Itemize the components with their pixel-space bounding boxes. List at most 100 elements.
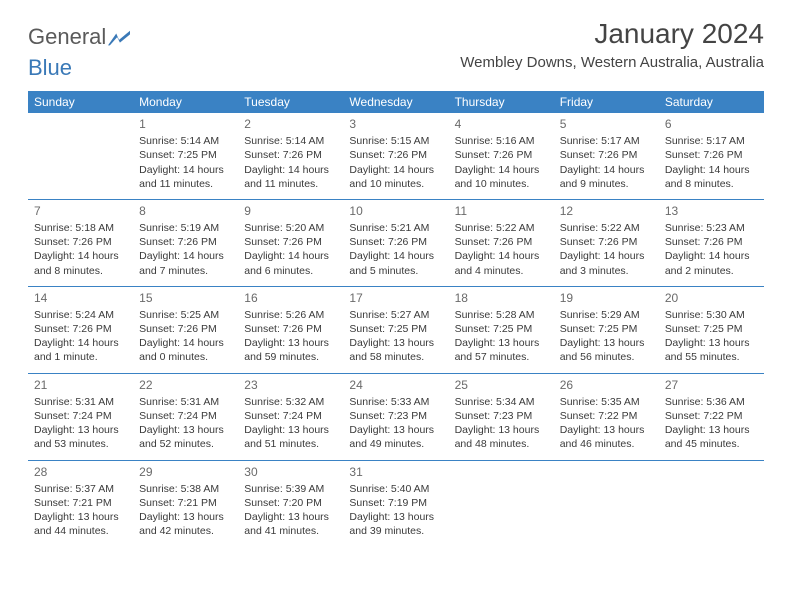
sunset-line: Sunset: 7:26 PM — [34, 235, 127, 249]
daylight-line: Daylight: 14 hours and 10 minutes. — [455, 163, 548, 191]
sunrise-line: Sunrise: 5:38 AM — [139, 482, 232, 496]
sunrise-line: Sunrise: 5:22 AM — [560, 221, 653, 235]
day-cell: 14 Sunrise: 5:24 AMSunset: 7:26 PMDayligh… — [28, 287, 133, 373]
sunset-line: Sunset: 7:26 PM — [349, 148, 442, 162]
daylight-line: Daylight: 14 hours and 8 minutes. — [665, 163, 758, 191]
sunrise-line: Sunrise: 5:36 AM — [665, 395, 758, 409]
daylight-line: Daylight: 14 hours and 1 minute. — [34, 336, 127, 364]
day-number: 20 — [665, 290, 758, 306]
day-cell: 10Sunrise: 5:21 AMSunset: 7:26 PMDayligh… — [343, 200, 448, 286]
day-cell: 23Sunrise: 5:32 AMSunset: 7:24 PMDayligh… — [238, 374, 343, 460]
day-number: 26 — [560, 377, 653, 393]
day-number: 3 — [349, 116, 442, 132]
day-number: 15 — [139, 290, 232, 306]
sunset-line: Sunset: 7:25 PM — [560, 322, 653, 336]
daylight-line: Daylight: 14 hours and 4 minutes. — [455, 249, 548, 277]
sunrise-line: Sunrise: 5:17 AM — [665, 134, 758, 148]
col-monday: Monday — [133, 91, 238, 113]
sunrise-line: Sunrise: 5:40 AM — [349, 482, 442, 496]
day-number: 2 — [244, 116, 337, 132]
daylight-line: Daylight: 14 hours and 3 minutes. — [560, 249, 653, 277]
day-number: 25 — [455, 377, 548, 393]
col-friday: Friday — [554, 91, 659, 113]
daylight-line: Daylight: 14 hours and 11 minutes. — [139, 163, 232, 191]
sunrise-line: Sunrise: 5:34 AM — [455, 395, 548, 409]
col-thursday: Thursday — [449, 91, 554, 113]
day-cell: 7Sunrise: 5:18 AMSunset: 7:26 PMDaylight… — [28, 200, 133, 286]
day-number: 17 — [349, 290, 442, 306]
day-cell: 6 Sunrise: 5:17 AMSunset: 7:26 PMDaylight… — [659, 113, 764, 199]
day-number: 19 — [560, 290, 653, 306]
sunset-line: Sunset: 7:26 PM — [665, 148, 758, 162]
day-cell: 21Sunrise: 5:31 AMSunset: 7:24 PMDayligh… — [28, 374, 133, 460]
sunset-line: Sunset: 7:26 PM — [560, 235, 653, 249]
day-number: 29 — [139, 464, 232, 480]
sunrise-line: Sunrise: 5:35 AM — [560, 395, 653, 409]
day-cell: 5Sunrise: 5:17 AMSunset: 7:26 PMDaylight… — [554, 113, 659, 199]
sunrise-line: Sunrise: 5:37 AM — [34, 482, 127, 496]
sunset-line: Sunset: 7:23 PM — [349, 409, 442, 423]
day-number: 22 — [139, 377, 232, 393]
day-cell: 18Sunrise: 5:28 AMSunset: 7:25 PMDayligh… — [449, 287, 554, 373]
sunrise-line: Sunrise: 5:14 AM — [244, 134, 337, 148]
day-number: 5 — [560, 116, 653, 132]
sunset-line: Sunset: 7:26 PM — [34, 322, 127, 336]
sunset-line: Sunset: 7:26 PM — [244, 148, 337, 162]
sunrise-line: Sunrise: 5:22 AM — [455, 221, 548, 235]
day-number: 21 — [34, 377, 127, 393]
daylight-line: Daylight: 14 hours and 2 minutes. — [665, 249, 758, 277]
sunrise-line: Sunrise: 5:39 AM — [244, 482, 337, 496]
sunset-line: Sunset: 7:24 PM — [34, 409, 127, 423]
daylight-line: Daylight: 14 hours and 8 minutes. — [34, 249, 127, 277]
sunset-line: Sunset: 7:26 PM — [560, 148, 653, 162]
day-cell: 9Sunrise: 5:20 AMSunset: 7:26 PMDaylight… — [238, 200, 343, 286]
week-row: 1Sunrise: 5:14 AMSunset: 7:25 PMDaylight… — [28, 113, 764, 200]
sunrise-line: Sunrise: 5:18 AM — [34, 221, 127, 235]
sunrise-line: Sunrise: 5:14 AM — [139, 134, 232, 148]
day-cell: 12Sunrise: 5:22 AMSunset: 7:26 PMDayligh… — [554, 200, 659, 286]
sunset-line: Sunset: 7:26 PM — [139, 235, 232, 249]
day-number: 6 — [665, 116, 758, 132]
col-saturday: Saturday — [659, 91, 764, 113]
daylight-line: Daylight: 14 hours and 7 minutes. — [139, 249, 232, 277]
sunrise-line: Sunrise: 5:33 AM — [349, 395, 442, 409]
sunrise-line: Sunrise: 5:24 AM — [34, 308, 127, 322]
daylight-line: Daylight: 14 hours and 0 minutes. — [139, 336, 232, 364]
title-block: January 2024 Wembley Downs, Western Aust… — [460, 18, 764, 71]
day-number: 16 — [244, 290, 337, 306]
day-cell: 30Sunrise: 5:39 AMSunset: 7:20 PMDayligh… — [238, 461, 343, 547]
daylight-line: Daylight: 13 hours and 56 minutes. — [560, 336, 653, 364]
calendar-grid: Sunday Monday Tuesday Wednesday Thursday… — [28, 91, 764, 546]
sunset-line: Sunset: 7:25 PM — [665, 322, 758, 336]
sunrise-line: Sunrise: 5:26 AM — [244, 308, 337, 322]
day-number: 14 — [34, 290, 127, 306]
weeks-container: 1Sunrise: 5:14 AMSunset: 7:25 PMDaylight… — [28, 113, 764, 546]
sunset-line: Sunset: 7:21 PM — [139, 496, 232, 510]
day-cell: 31Sunrise: 5:40 AMSunset: 7:19 PMDayligh… — [343, 461, 448, 547]
sunset-line: Sunset: 7:23 PM — [455, 409, 548, 423]
day-cell: 15Sunrise: 5:25 AMSunset: 7:26 PMDayligh… — [133, 287, 238, 373]
daylight-line: Daylight: 13 hours and 48 minutes. — [455, 423, 548, 451]
day-cell: 27Sunrise: 5:36 AMSunset: 7:22 PMDayligh… — [659, 374, 764, 460]
brand-part1: General — [28, 24, 106, 50]
week-row: 28Sunrise: 5:37 AMSunset: 7:21 PMDayligh… — [28, 461, 764, 547]
daylight-line: Daylight: 13 hours and 45 minutes. — [665, 423, 758, 451]
day-cell — [659, 461, 764, 547]
brand-part2: Blue — [28, 55, 72, 81]
page-subtitle: Wembley Downs, Western Australia, Austra… — [460, 54, 764, 71]
sunrise-line: Sunrise: 5:16 AM — [455, 134, 548, 148]
sunrise-line: Sunrise: 5:21 AM — [349, 221, 442, 235]
sunset-line: Sunset: 7:24 PM — [244, 409, 337, 423]
sunset-line: Sunset: 7:22 PM — [665, 409, 758, 423]
sunrise-line: Sunrise: 5:27 AM — [349, 308, 442, 322]
day-cell: 8Sunrise: 5:19 AMSunset: 7:26 PMDaylight… — [133, 200, 238, 286]
calendar-page: General January 2024 Wembley Downs, West… — [0, 0, 792, 556]
daylight-line: Daylight: 13 hours and 52 minutes. — [139, 423, 232, 451]
daylight-line: Daylight: 13 hours and 59 minutes. — [244, 336, 337, 364]
daylight-line: Daylight: 14 hours and 9 minutes. — [560, 163, 653, 191]
day-cell: 20Sunrise: 5:30 AMSunset: 7:25 PMDayligh… — [659, 287, 764, 373]
sunrise-line: Sunrise: 5:19 AM — [139, 221, 232, 235]
daylight-line: Daylight: 13 hours and 41 minutes. — [244, 510, 337, 538]
sunrise-line: Sunrise: 5:25 AM — [139, 308, 232, 322]
day-number: 11 — [455, 203, 548, 219]
